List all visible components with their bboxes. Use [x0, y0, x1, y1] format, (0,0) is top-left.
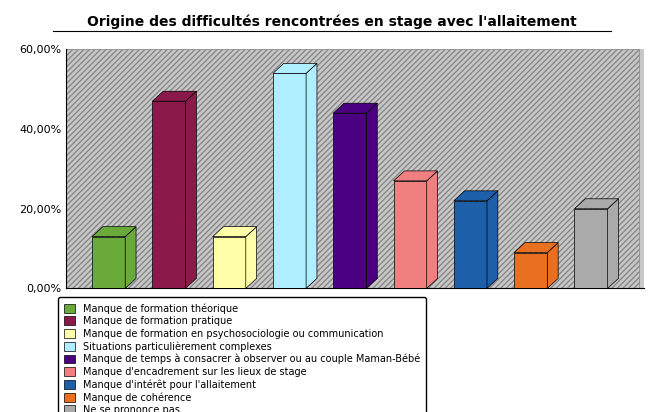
Polygon shape [273, 63, 317, 73]
Polygon shape [547, 243, 558, 288]
Polygon shape [394, 181, 427, 288]
Polygon shape [608, 199, 618, 288]
Polygon shape [185, 91, 197, 288]
Polygon shape [152, 101, 185, 288]
Polygon shape [212, 227, 257, 236]
Polygon shape [212, 236, 246, 288]
Polygon shape [454, 201, 487, 288]
Polygon shape [333, 103, 377, 113]
Polygon shape [574, 209, 608, 288]
Polygon shape [514, 243, 558, 253]
Polygon shape [92, 236, 125, 288]
Polygon shape [246, 227, 257, 288]
Polygon shape [487, 191, 498, 288]
Polygon shape [333, 113, 367, 288]
Polygon shape [427, 171, 438, 288]
Polygon shape [306, 63, 317, 288]
Polygon shape [92, 227, 136, 236]
Polygon shape [454, 191, 498, 201]
Legend: Manque de formation théorique, Manque de formation pratique, Manque de formation: Manque de formation théorique, Manque de… [58, 297, 426, 412]
Polygon shape [367, 103, 377, 288]
Polygon shape [125, 227, 136, 288]
Polygon shape [514, 253, 547, 288]
FancyBboxPatch shape [66, 49, 639, 288]
Polygon shape [394, 171, 438, 181]
Text: Origine des difficultés rencontrées en stage avec l'allaitement: Origine des difficultés rencontrées en s… [87, 14, 577, 29]
Polygon shape [273, 73, 306, 288]
Polygon shape [574, 199, 618, 209]
Polygon shape [152, 91, 197, 101]
